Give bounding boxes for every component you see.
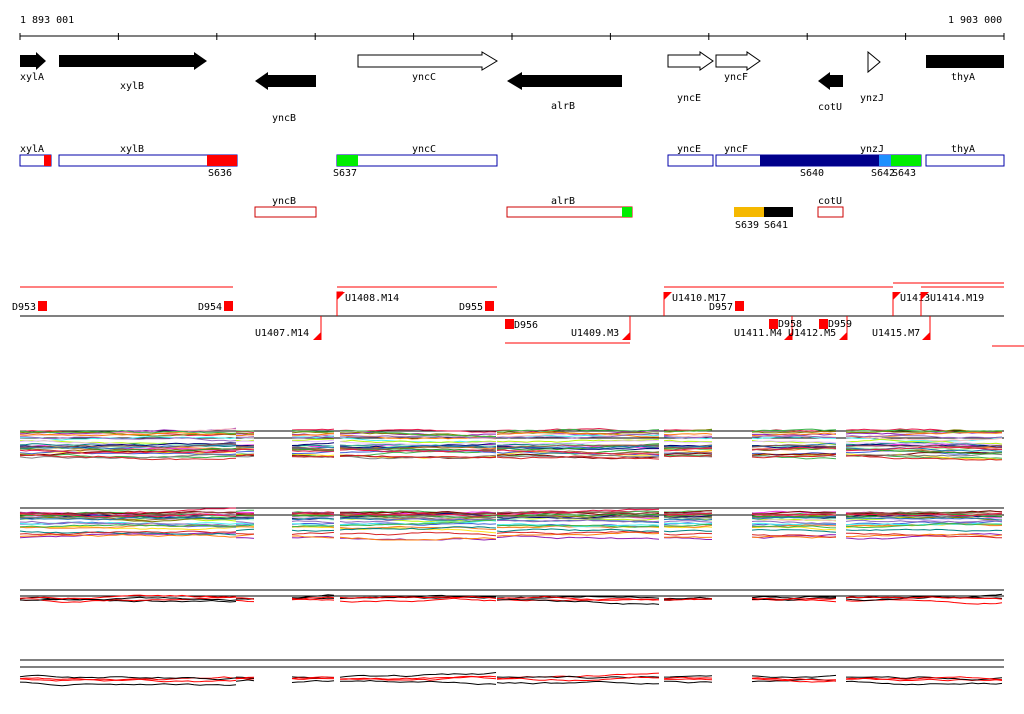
feature-label: alrB bbox=[551, 196, 575, 207]
gene-xylA[interactable]: xylA bbox=[20, 52, 46, 83]
transcript-U1414[interactable]: U1414.M19 bbox=[920, 292, 984, 316]
feature-label: xylA bbox=[20, 144, 44, 155]
downshift-label: D959 bbox=[828, 319, 852, 330]
expression-panel-1 bbox=[19, 427, 1004, 461]
segment-label: S636 bbox=[208, 168, 232, 179]
transcript-U1408[interactable]: U1408.M14 bbox=[336, 291, 399, 316]
downshift-label: D957 bbox=[709, 302, 733, 313]
segment-S641[interactable]: S641 bbox=[764, 207, 793, 231]
feature-label: yncF bbox=[724, 144, 748, 155]
transcript-label: U1413 bbox=[900, 293, 930, 304]
transcript-label: U1407.M14 bbox=[255, 328, 309, 339]
segment-label: S641 bbox=[764, 220, 788, 231]
segment-S639[interactable]: S639 bbox=[734, 207, 764, 231]
transcript-label: U1411.M4 bbox=[734, 328, 782, 339]
axis-ticks bbox=[19, 33, 1005, 40]
feature-box-thyA[interactable]: thyA bbox=[925, 144, 1005, 167]
segment-S637[interactable]: S637 bbox=[333, 155, 358, 179]
feature-box-ynzJ[interactable]: ynzJ bbox=[860, 144, 884, 155]
transcript-U1411[interactable]: U1411.M4 bbox=[734, 316, 793, 340]
segment-label: S637 bbox=[333, 168, 357, 179]
gene-arrows-track: xylA xylB yncB yncC alrB yncE yncF cotU bbox=[20, 50, 1004, 124]
segment-S640[interactable]: S640 bbox=[760, 155, 879, 179]
expression-panel-3 bbox=[19, 589, 1004, 605]
gene-alrB[interactable]: alrB bbox=[507, 72, 622, 112]
gene-yncE[interactable]: yncE bbox=[667, 51, 714, 104]
feature-label: yncC bbox=[412, 144, 436, 155]
gene-label: yncF bbox=[724, 72, 748, 83]
feature-label: ynzJ bbox=[860, 144, 884, 155]
axis-start-label: 1 893 001 bbox=[20, 15, 74, 26]
gene-label: xylB bbox=[120, 81, 144, 92]
downshift-D956[interactable]: D956 bbox=[505, 319, 538, 331]
downshift-label: D954 bbox=[198, 302, 222, 313]
gene-yncF[interactable]: yncF bbox=[715, 51, 761, 83]
expression-panel-4 bbox=[19, 659, 1004, 687]
feature-box-xylA[interactable]: xylA bbox=[19, 144, 52, 167]
gene-label: cotU bbox=[818, 102, 842, 113]
transcript-U1410[interactable]: U1410.M17 bbox=[663, 292, 726, 316]
expression-panels bbox=[19, 427, 1004, 687]
feature-box-alrB[interactable]: alrB bbox=[506, 196, 633, 218]
transcript-U1412[interactable]: U1412.M5 bbox=[788, 316, 848, 340]
downshift-D955[interactable]: D955 bbox=[459, 301, 494, 313]
transcript-U1409[interactable]: U1409.M3 bbox=[571, 316, 631, 340]
transcript-U1415[interactable]: U1415.M7 bbox=[872, 316, 931, 340]
axis-end-label: 1 903 000 bbox=[948, 15, 1002, 26]
feature-label: cotU bbox=[818, 196, 842, 207]
downshift-D953[interactable]: D953 bbox=[12, 301, 47, 313]
coordinate-axis: 1 893 001 1 903 000 bbox=[19, 15, 1005, 40]
feature-label: yncB bbox=[272, 196, 296, 207]
gene-label: alrB bbox=[551, 101, 575, 112]
segment-label: S643 bbox=[892, 168, 916, 179]
downshift-D957[interactable]: D957 bbox=[709, 301, 744, 313]
downshift-D958[interactable]: D958 bbox=[769, 319, 802, 330]
gene-xylB[interactable]: xylB bbox=[59, 52, 207, 92]
feature-box-yncE[interactable]: yncE bbox=[667, 144, 714, 167]
gene-yncC[interactable]: yncC bbox=[357, 51, 498, 83]
downshift-label: D953 bbox=[12, 302, 36, 313]
feature-box-yncB[interactable]: yncB bbox=[254, 196, 317, 218]
transcript-label: U1409.M3 bbox=[571, 328, 619, 339]
gene-label: yncE bbox=[677, 93, 701, 104]
transcript-U1407[interactable]: U1407.M14 bbox=[255, 316, 322, 340]
segment-label: S639 bbox=[735, 220, 759, 231]
segment-label: S640 bbox=[800, 168, 824, 179]
feature-label: yncE bbox=[677, 144, 701, 155]
transcript-label: U1408.M14 bbox=[345, 293, 399, 304]
expression-panel-2 bbox=[19, 507, 1004, 541]
downshift-label: D958 bbox=[778, 319, 802, 330]
gene-thyA[interactable]: thyA bbox=[926, 55, 1004, 83]
gene-label: ynzJ bbox=[860, 93, 884, 104]
segment-S643[interactable]: S643 bbox=[891, 155, 921, 179]
transcription-track: U1408.M14 U1410.M17 U1413 U1414.M19 U140… bbox=[12, 282, 1024, 347]
gene-label: yncC bbox=[412, 72, 436, 83]
feature-label: thyA bbox=[951, 144, 975, 155]
transcript-label: U1414.M19 bbox=[930, 293, 984, 304]
segment-S636[interactable]: S636 bbox=[207, 155, 237, 179]
downshift-D959[interactable]: D959 bbox=[819, 319, 852, 330]
feature-label: xylB bbox=[120, 144, 144, 155]
segment-label: S642 bbox=[871, 168, 895, 179]
segments-track: S636 S637 S639 S640 S641 S642 S643 bbox=[207, 155, 921, 231]
segment-S642[interactable]: S642 bbox=[871, 155, 895, 179]
downshift-label: D955 bbox=[459, 302, 483, 313]
transcript-U1413[interactable]: U1413 bbox=[892, 292, 930, 316]
feature-box-yncC[interactable]: yncC bbox=[336, 144, 498, 167]
gene-label: yncB bbox=[272, 113, 296, 124]
gene-label: xylA bbox=[20, 72, 44, 83]
downshift-D954[interactable]: D954 bbox=[198, 301, 233, 313]
feature-boxes-track: xylA xylB yncC yncE yncF ynzJ thyA yncB bbox=[19, 144, 1005, 218]
transcript-label: U1412.M5 bbox=[788, 328, 836, 339]
downshift-label: D956 bbox=[514, 320, 538, 331]
gene-ynzJ[interactable]: ynzJ bbox=[860, 50, 884, 104]
transcript-label: U1410.M17 bbox=[672, 293, 726, 304]
gene-label: thyA bbox=[951, 72, 975, 83]
feature-box-cotU[interactable]: cotU bbox=[817, 196, 844, 218]
gene-cotU[interactable]: cotU bbox=[818, 72, 843, 113]
gene-yncB[interactable]: yncB bbox=[255, 72, 316, 124]
transcript-label: U1415.M7 bbox=[872, 328, 920, 339]
